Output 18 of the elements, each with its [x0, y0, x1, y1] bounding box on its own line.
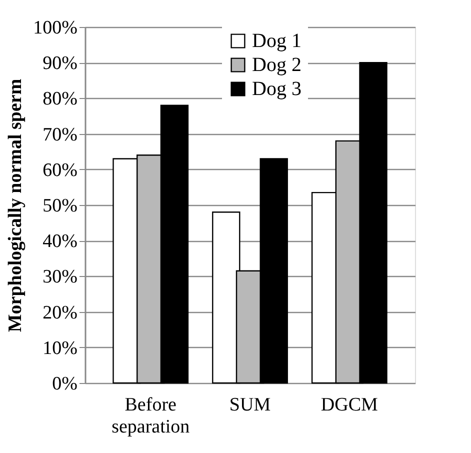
y-tick-label: 90%	[42, 53, 78, 74]
y-axis-title: Morphologically normal sperm	[5, 78, 26, 332]
y-tick-label: 80%	[42, 88, 78, 110]
x-tick-label: DGCM	[320, 394, 378, 416]
y-tick-label: 60%	[42, 160, 78, 181]
y-tick-label: 100%	[33, 18, 78, 38]
y-tick-label: 70%	[42, 124, 78, 146]
legend-label: Dog 1	[252, 30, 302, 52]
x-tick-label: Before separation	[112, 394, 190, 438]
legend-label: Dog 2	[252, 54, 302, 76]
y-tick-label: 40%	[42, 231, 78, 252]
y-tick-label: 50%	[42, 196, 78, 216]
y-tick-label: 20%	[42, 302, 78, 324]
y-tick-label: 0%	[52, 374, 78, 394]
legend-label: Dog 3	[252, 78, 302, 100]
y-tick-label: 30%	[42, 266, 78, 288]
y-tick-label: 10%	[42, 338, 78, 359]
x-tick-label: SUM	[229, 394, 271, 416]
